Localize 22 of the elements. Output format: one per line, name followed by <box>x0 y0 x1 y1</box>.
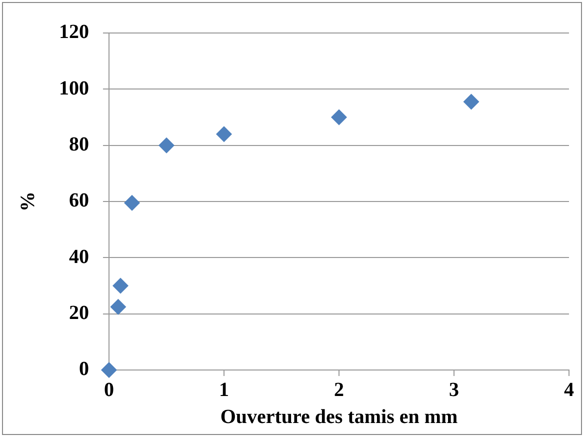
point <box>216 126 232 142</box>
point <box>331 109 347 126</box>
x-tick-label: 0 <box>104 379 114 402</box>
x-tick-label: 1 <box>219 379 229 402</box>
point <box>124 194 140 211</box>
y-tick-label: 100 <box>59 77 89 100</box>
y-tick-label: 60 <box>69 190 89 212</box>
point <box>112 278 128 294</box>
y-tick-label: 0 <box>79 358 89 380</box>
y-tick-label: 20 <box>69 302 89 324</box>
point <box>110 298 126 315</box>
y-axis-title: % <box>17 192 40 212</box>
x-tick-label: 4 <box>564 379 574 402</box>
x-tick-label: 2 <box>334 379 344 402</box>
point <box>463 94 480 110</box>
y-tick-label: 120 <box>59 21 89 44</box>
x-tick-label: 3 <box>449 379 459 402</box>
y-tick-label: 80 <box>69 134 89 156</box>
point <box>101 362 117 378</box>
point <box>158 137 174 154</box>
x-axis-title: Ouverture des tamis en mm <box>220 406 458 428</box>
y-tick-label: 40 <box>69 246 89 268</box>
